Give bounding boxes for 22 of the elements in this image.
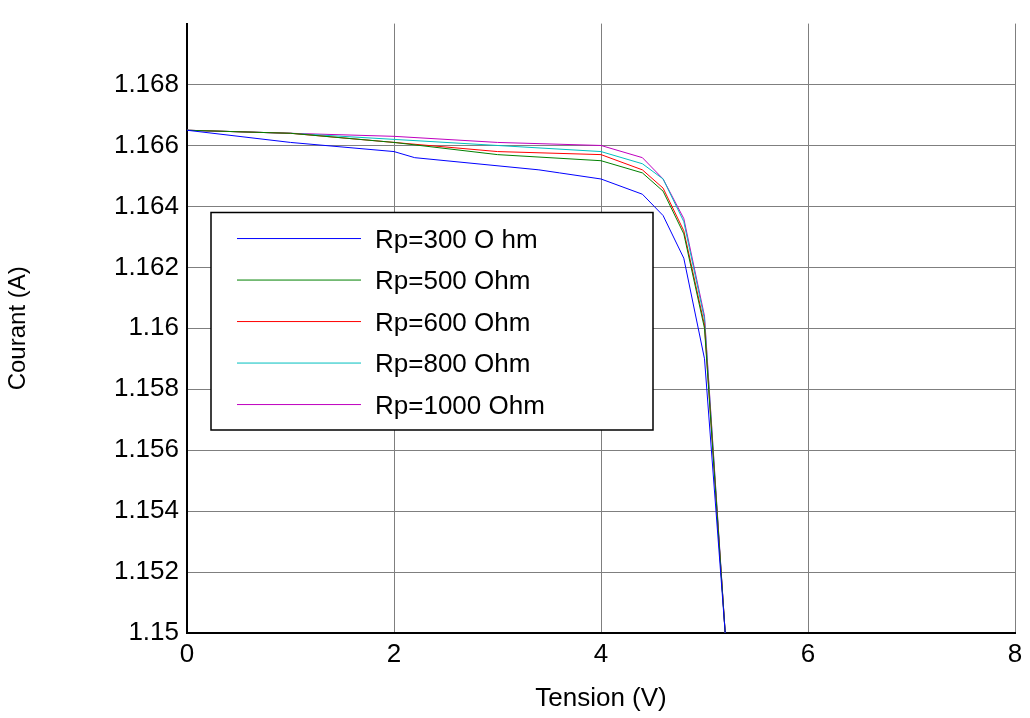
legend-label: Rp=500 Ohm	[375, 265, 531, 296]
y-tick-label: 1.152	[113, 555, 179, 586]
y-tick-label: 1.158	[113, 372, 179, 403]
y-tick-label: 1.156	[113, 433, 179, 464]
legend-label: Rp=800 Ohm	[375, 348, 531, 379]
legend-label: Rp=300 O hm	[375, 223, 538, 254]
y-tick-label: 1.15	[128, 616, 179, 647]
y-tick-label: 1.168	[113, 67, 179, 98]
y-tick-label: 1.154	[113, 494, 179, 525]
x-tick-label: 6	[800, 637, 816, 668]
legend-label: Rp=600 Ohm	[375, 306, 531, 337]
y-tick-label: 1.16	[128, 311, 179, 342]
x-tick-label: 8	[1007, 637, 1023, 668]
x-tick-label: 2	[386, 637, 402, 668]
x-axis-title: Tension (V)	[535, 681, 667, 712]
legend-label: Rp=1000 Ohm	[375, 389, 545, 420]
y-axis-title: Courant (A)	[3, 266, 31, 391]
y-tick-label: 1.162	[113, 250, 179, 281]
x-tick-label: 0	[179, 637, 195, 668]
x-tick-label: 4	[593, 637, 609, 668]
y-tick-label: 1.164	[113, 189, 179, 220]
y-tick-label: 1.166	[113, 128, 179, 159]
